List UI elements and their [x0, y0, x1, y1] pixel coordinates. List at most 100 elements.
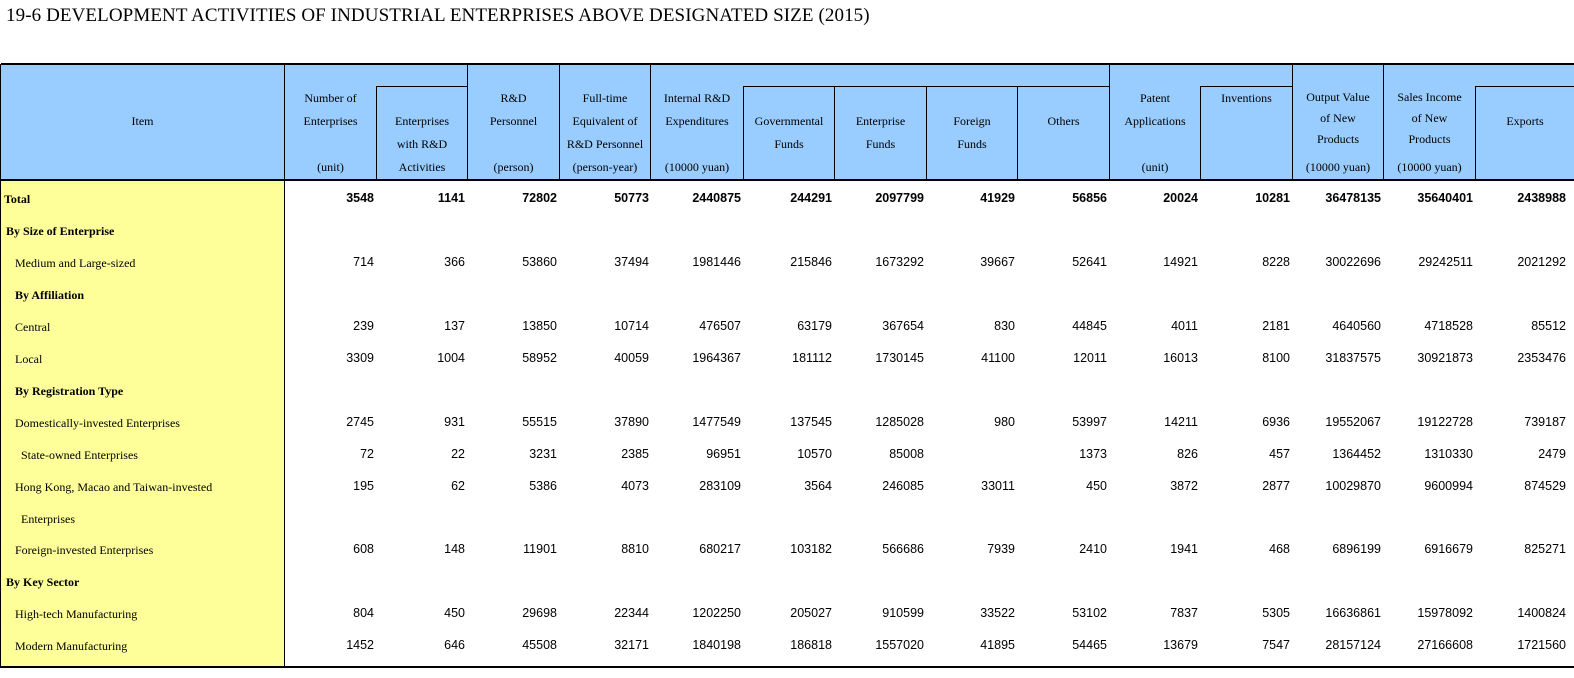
table-cell: 1373 [1079, 447, 1107, 461]
table-cell: 96951 [706, 447, 741, 461]
table-cell: 41895 [980, 638, 1015, 652]
table-cell: 53860 [522, 255, 557, 269]
table-cell: 36478135 [1325, 191, 1381, 205]
table-cell: 246085 [882, 479, 924, 493]
table-cell: 3548 [346, 191, 374, 205]
table-cell: 1721560 [1517, 638, 1566, 652]
header-number-of-enterprises: Number of Enterprises [303, 91, 358, 128]
row-label: Total [4, 192, 31, 206]
table-cell: 53997 [1072, 415, 1107, 429]
header-enterprises-with-rd: Enterprises with R&D Activities [395, 114, 449, 174]
table-cell: 6916679 [1424, 542, 1473, 556]
table-cell: 53102 [1072, 606, 1107, 620]
table-cell: 7939 [987, 542, 1015, 556]
table-cell: 12011 [1073, 351, 1107, 365]
table-cell: 31837575 [1325, 351, 1381, 365]
column-divider [1200, 86, 1201, 180]
table-cell: 1004 [437, 351, 465, 365]
table-cell: 1477549 [692, 415, 741, 429]
table-cell: 283109 [699, 479, 741, 493]
column-divider [650, 64, 651, 180]
table-cell: 804 [353, 606, 374, 620]
column-divider [1475, 86, 1476, 180]
header-patent-applications: Patent Applications [1124, 91, 1186, 128]
column-divider [559, 64, 560, 180]
table-cell: 8810 [621, 542, 649, 556]
row-label: State-owned Enterprises [21, 448, 138, 462]
column-divider [1109, 64, 1110, 180]
row-label: By Registration Type [15, 384, 124, 398]
row-label: Enterprises [21, 512, 75, 526]
table-cell: 28157124 [1325, 638, 1381, 652]
table-cell: 2440875 [692, 191, 741, 205]
header-unit: (10000 yuan) [1305, 160, 1371, 174]
table-cell: 11901 [523, 542, 557, 556]
table-cell: 566686 [882, 542, 924, 556]
row-label: By Size of Enterprise [6, 224, 115, 238]
table-cell: 40059 [614, 351, 649, 365]
header-unit: (unit) [317, 160, 344, 174]
page-title: 19-6 DEVELOPMENT ACTIVITIES OF INDUSTRIA… [6, 5, 870, 26]
table-cell: 29242511 [1418, 255, 1473, 269]
table-cell: 1310330 [1424, 447, 1473, 461]
table-cell: 22 [451, 447, 465, 461]
table-header [1, 64, 1574, 180]
table-cell: 874529 [1524, 479, 1566, 493]
header-item: Item [131, 114, 154, 128]
column-divider [1383, 64, 1384, 180]
row-label: Hong Kong, Macao and Taiwan-invested [15, 480, 213, 494]
table-top-border [1, 63, 1574, 65]
table-cell: 137545 [790, 415, 832, 429]
table-cell: 10714 [614, 319, 649, 333]
row-label: Domestically-invested Enterprises [15, 416, 180, 430]
header-subgroup-line [376, 86, 467, 87]
table-cell: 2438988 [1517, 191, 1566, 205]
table-cell: 72 [360, 447, 374, 461]
table-cell: 37890 [614, 415, 649, 429]
table-cell: 13850 [522, 319, 557, 333]
table-cell: 6936 [1262, 415, 1290, 429]
table-cell: 450 [444, 606, 465, 620]
table-cell: 19552067 [1325, 415, 1381, 429]
table-cell: 1400824 [1517, 606, 1566, 620]
table-cell: 186818 [790, 638, 832, 652]
table-cell: 8100 [1262, 351, 1290, 365]
table-cell: 41100 [981, 351, 1015, 365]
row-label: High-tech Manufacturing [15, 607, 138, 621]
table-cell: 137 [444, 319, 465, 333]
table-cell: 3564 [804, 479, 832, 493]
column-divider [0, 64, 1, 668]
table-cell: 32171 [614, 638, 649, 652]
table-cell: 30022696 [1325, 255, 1381, 269]
column-divider [376, 86, 377, 180]
row-label: Modern Manufacturing [15, 639, 128, 653]
table-cell: 52641 [1072, 255, 1107, 269]
table-cell: 22344 [614, 606, 649, 620]
table-cell: 72802 [522, 191, 557, 205]
table-cell: 27166608 [1417, 638, 1473, 652]
row-label: By Key Sector [6, 575, 80, 589]
table-cell: 457 [1269, 447, 1290, 461]
table-cell: 33011 [981, 479, 1015, 493]
row-label: Foreign-invested Enterprises [15, 543, 154, 557]
table-cell: 1141 [437, 191, 465, 205]
table-cell: 55515 [522, 415, 557, 429]
table-bottom-border [1, 666, 1574, 668]
table-cell: 3872 [1170, 479, 1198, 493]
table-cell: 450 [1086, 479, 1107, 493]
table-cell: 476507 [699, 319, 741, 333]
table-cell: 1364452 [1332, 447, 1381, 461]
table-cell: 2410 [1079, 542, 1107, 556]
column-divider [467, 64, 468, 180]
table-cell: 54465 [1072, 638, 1107, 652]
item-column [1, 180, 284, 668]
table-cell: 41929 [980, 191, 1015, 205]
table-cell: 9600994 [1424, 479, 1473, 493]
table-cell: 825271 [1524, 542, 1566, 556]
table-cell: 646 [444, 638, 465, 652]
table-cell: 195 [353, 479, 374, 493]
table-cell: 4640560 [1332, 319, 1381, 333]
table-cell: 7547 [1262, 638, 1290, 652]
table-cell: 103182 [790, 542, 832, 556]
table-cell: 910599 [882, 606, 924, 620]
